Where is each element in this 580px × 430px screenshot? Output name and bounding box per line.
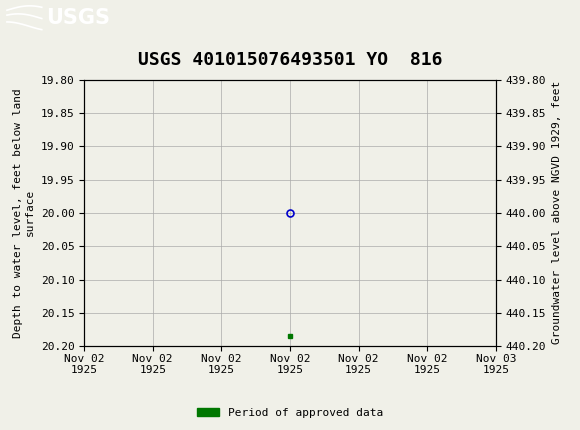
Y-axis label: Depth to water level, feet below land
surface: Depth to water level, feet below land su… <box>13 88 35 338</box>
Y-axis label: Groundwater level above NGVD 1929, feet: Groundwater level above NGVD 1929, feet <box>552 81 561 344</box>
Text: USGS: USGS <box>46 8 110 28</box>
Text: USGS 401015076493501 YO  816: USGS 401015076493501 YO 816 <box>138 51 442 69</box>
Legend: Period of approved data: Period of approved data <box>193 403 387 422</box>
